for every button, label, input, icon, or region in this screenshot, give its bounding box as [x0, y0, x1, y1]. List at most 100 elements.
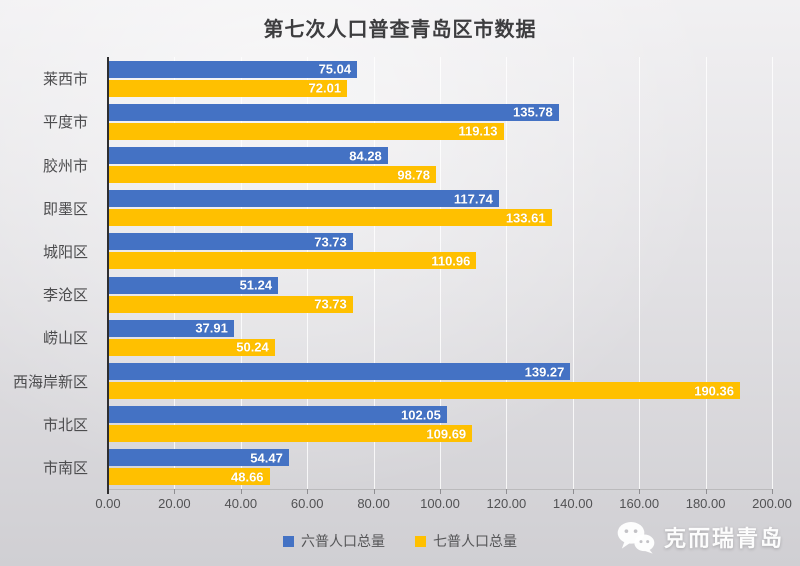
x-tick-label: 120.00 [486, 496, 527, 511]
y-category-label: 崂山区 [42, 330, 88, 348]
bar-value-label: 84.28 [349, 148, 382, 163]
x-tick-label: 0.00 [95, 496, 121, 511]
x-tick-label: 100.00 [420, 496, 460, 511]
gridline [174, 57, 176, 489]
gridline [572, 57, 574, 489]
gridline [772, 57, 773, 489]
bar-value-label: 72.01 [308, 80, 342, 96]
bar-value-label: 37.91 [195, 320, 228, 336]
bar-七普人口总量: 133.61 [108, 209, 552, 227]
axis-tick [440, 489, 441, 494]
bar-groups: 75.04 72.01 135.78 119.13 84.28 98.78 117.74 13… [108, 57, 772, 489]
y-axis-line [107, 57, 109, 494]
watermark: 克而瑞青岛 [616, 520, 784, 554]
gridline [373, 57, 375, 489]
x-tick-label: 80.00 [357, 496, 390, 511]
axis-tick [373, 489, 375, 494]
bar-value-label: 135.78 [513, 104, 553, 120]
bar-六普人口总量: 139.27 [108, 363, 571, 381]
chart-title: 第七次人口普查青岛区市数据 [263, 19, 537, 41]
bar-七普人口总量: 50.24 [108, 338, 275, 356]
axis-tick [174, 489, 176, 494]
y-category-label: 莱西市 [42, 71, 88, 89]
x-tick-label: 20.00 [158, 496, 191, 511]
bar-group: 135.78 119.13 [108, 100, 772, 143]
bar-七普人口总量: 119.13 [108, 122, 504, 140]
bar-六普人口总量: 37.91 [108, 319, 234, 337]
legend-item-series1: 六普人口总量 [283, 531, 385, 551]
bar-value-label: 51.24 [239, 277, 273, 293]
bar-value-label: 139.27 [524, 364, 565, 380]
axis-tick [705, 489, 707, 494]
x-axis-labels: 0.00 20.00 40.00 60.00 80.00 100.00 120.00 140.… [95, 496, 792, 512]
bar-value-label: 117.74 [453, 191, 493, 207]
bar-value-label: 109.69 [426, 426, 467, 442]
gridline [639, 57, 641, 489]
bar-七普人口总量: 109.69 [108, 425, 473, 443]
bar-value-label: 73.73 [314, 234, 347, 250]
bar-value-label: 48.66 [231, 469, 264, 485]
bar-value-label: 54.47 [250, 450, 283, 466]
y-category-label: 西海岸新区 [12, 373, 88, 391]
bar-六普人口总量: 51.24 [108, 276, 279, 294]
y-category-label: 城阳区 [42, 243, 88, 261]
gridline [506, 57, 508, 489]
bar-group: 51.24 73.73 [108, 273, 772, 316]
bar-六普人口总量: 75.04 [108, 60, 358, 78]
bar-group: 117.74 133.61 [108, 187, 772, 230]
legend: 六普人口总量 七普人口总量 [0, 531, 800, 551]
legend-swatch-yellow [415, 535, 426, 547]
bar-value-label: 190.36 [694, 383, 734, 399]
x-tick-label: 180.00 [685, 496, 726, 511]
y-category-label: 市北区 [42, 416, 88, 434]
axis-tick [572, 489, 574, 494]
axis-tick [506, 489, 508, 494]
bar-六普人口总量: 54.47 [108, 449, 289, 467]
gridline [705, 57, 707, 489]
legend-label-series2: 七普人口总量 [433, 533, 517, 549]
x-tick-label: 200.00 [752, 496, 792, 511]
bar-value-label: 133.61 [505, 210, 546, 226]
bar-七普人口总量: 73.73 [108, 295, 353, 313]
axis-tick [307, 489, 309, 494]
plot-area: 75.04 72.01 135.78 119.13 84.28 98.78 117.74 13… [107, 57, 773, 494]
bar-六普人口总量: 135.78 [108, 103, 559, 121]
legend-swatch-blue [283, 535, 294, 547]
gridline [440, 57, 441, 489]
watermark-text: 克而瑞青岛 [663, 526, 784, 551]
y-category-label: 李沧区 [42, 287, 88, 305]
bar-六普人口总量: 84.28 [108, 147, 388, 164]
wechat-icon [617, 522, 655, 554]
bar-value-label: 75.04 [318, 61, 352, 77]
y-category-label: 胶州市 [42, 157, 88, 175]
axis-tick [639, 489, 641, 494]
bar-七普人口总量: 48.66 [108, 468, 270, 486]
axis-tick [240, 489, 242, 494]
bar-七普人口总量: 72.01 [108, 79, 348, 97]
axis-tick [772, 489, 773, 494]
legend-item-series2: 七普人口总量 [415, 531, 517, 551]
bar-六普人口总量: 73.73 [108, 233, 353, 251]
bar-七普人口总量: 98.78 [108, 166, 436, 183]
bar-value-label: 98.78 [397, 167, 430, 182]
bar-group: 73.73 110.96 [108, 230, 772, 273]
bar-七普人口总量: 110.96 [108, 252, 477, 270]
y-category-label: 即墨区 [42, 200, 88, 218]
bar-value-label: 119.13 [458, 123, 498, 139]
bar-group: 102.05 109.69 [108, 403, 772, 446]
x-tick-label: 140.00 [552, 496, 593, 511]
gridline [240, 57, 242, 489]
bar-group: 75.04 72.01 [108, 57, 772, 100]
y-axis-labels: 莱西市 平度市 胶州市 即墨区 城阳区 李沧区 崂山区 西海岸新区 市北区 市南区 [0, 57, 100, 489]
bar-value-label: 110.96 [431, 253, 471, 269]
bar-group: 84.28 98.78 [108, 143, 772, 186]
bar-group: 37.91 50.24 [108, 316, 772, 359]
bar-六普人口总量: 117.74 [108, 190, 499, 208]
bar-value-label: 73.73 [314, 296, 347, 312]
legend-label-series1: 六普人口总量 [301, 533, 385, 549]
gridline [307, 57, 309, 489]
bar-group: 54.47 48.66 [108, 446, 772, 489]
x-tick-label: 60.00 [290, 496, 324, 511]
x-tick-label: 40.00 [224, 496, 258, 511]
